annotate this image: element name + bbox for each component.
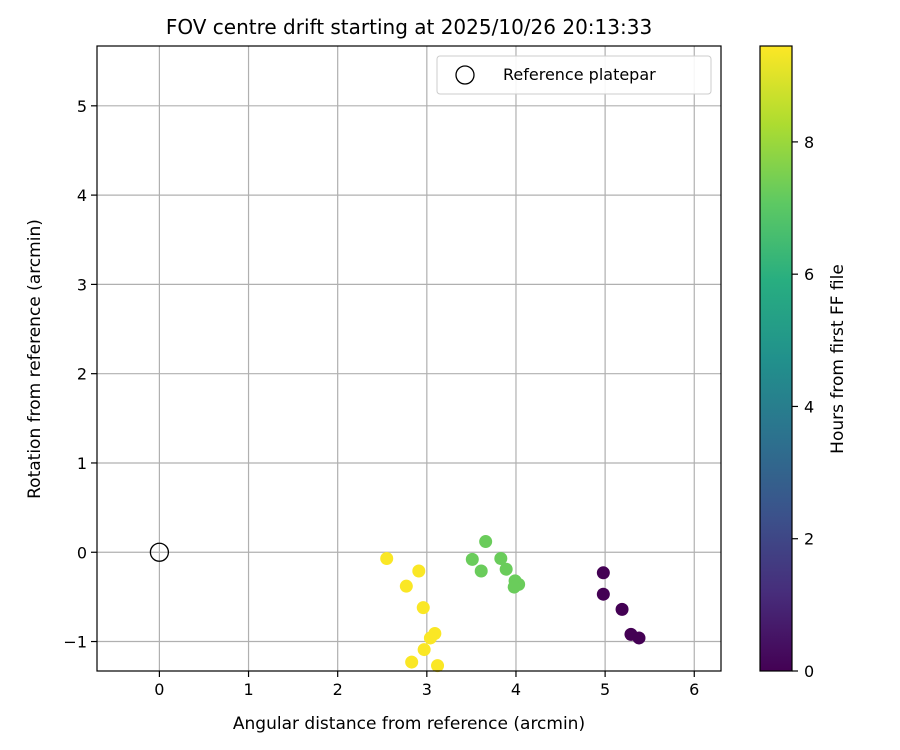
colorbar-gradient [759,45,793,672]
x-axis-ticks: 0 1 2 3 4 5 6 [154,671,699,699]
y-tick-label: 4 [77,186,87,205]
x-tick-label: 4 [511,680,521,699]
colorbar-label: Hours from first FF file [828,264,848,454]
colorbar-tick-label: 0 [804,662,814,681]
x-tick-label: 3 [422,680,432,699]
grid [97,46,721,671]
colorbar: 0 2 4 6 8 Hours from first FF file [759,45,848,681]
legend: Reference platepar [436,55,712,95]
data-point [417,643,431,657]
y-tick-label: 3 [77,275,87,294]
legend-box [436,55,712,95]
data-point [499,562,513,576]
data-point [380,552,394,565]
plot-frame [96,45,722,672]
y-axis-label: Rotation from reference (arcmin) [25,219,45,499]
colorbar-tick-label: 2 [804,530,814,549]
x-axis-label: Angular distance from reference (arcmin) [233,714,585,734]
y-tick-label: 0 [77,543,87,562]
y-axis-ticks: −1 0 1 2 3 4 5 [63,97,97,652]
data-point [412,564,426,578]
colorbar-tick-label: 6 [804,265,814,284]
colorbar-tick-label: 8 [804,133,814,152]
x-tick-label: 2 [333,680,343,699]
data-point [507,580,521,594]
data-point [494,552,508,565]
scatter-points [380,535,646,673]
data-point [596,566,610,580]
legend-label-reference: Reference platepar [503,65,656,84]
data-point [596,587,610,601]
colorbar-tick-label: 4 [804,397,814,416]
data-point [405,655,419,669]
y-tick-label: −1 [63,633,87,652]
data-point [399,579,413,593]
y-tick-label: 1 [77,454,87,473]
y-tick-label: 2 [77,365,87,384]
y-tick-label: 5 [77,97,87,116]
data-point [479,535,493,549]
data-point [615,602,629,616]
x-tick-label: 1 [243,680,253,699]
chart-title: FOV centre drift starting at 2025/10/26 … [166,15,652,39]
data-point [474,564,488,578]
legend-reference-marker [455,65,475,85]
x-tick-label: 6 [689,680,699,699]
data-point [632,631,646,645]
x-tick-label: 0 [154,680,164,699]
colorbar-ticks: 0 2 4 6 8 [792,133,814,681]
x-tick-label: 5 [600,680,610,699]
reference-marker-layer [149,542,170,562]
data-point [465,552,479,566]
data-point [416,601,430,615]
data-point [431,659,445,673]
data-point [423,631,437,645]
reference-platepar-marker [149,542,170,562]
